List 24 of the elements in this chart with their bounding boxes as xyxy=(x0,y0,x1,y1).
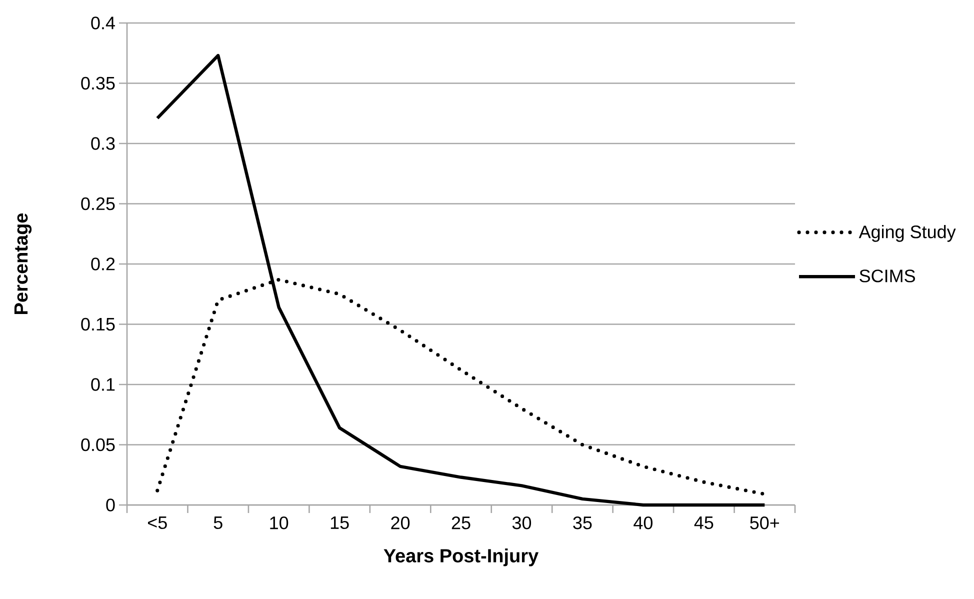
legend-label: Aging Study xyxy=(858,225,956,242)
y-tick-label: 0.3 xyxy=(91,137,115,150)
y-tick-label: 0.35 xyxy=(81,76,115,90)
x-tick-label: 10 xyxy=(270,516,288,530)
x-axis-title: Years Post-Injury xyxy=(384,548,539,566)
legend-label: SCIMS xyxy=(860,270,915,282)
x-tick-label: 15 xyxy=(330,516,349,530)
y-tick-label: 0.25 xyxy=(81,197,115,210)
y-tick-label: 0.15 xyxy=(81,318,115,331)
x-tick-label: 50+ xyxy=(750,516,780,530)
y-tick-label: 0.4 xyxy=(91,16,115,30)
y-tick-label: 0.05 xyxy=(81,438,115,452)
y-tick-label: 0.2 xyxy=(91,258,115,270)
y-axis-title: Percentage xyxy=(14,213,32,314)
x-tick-label: <5 xyxy=(148,516,167,530)
x-tick-label: 35 xyxy=(573,516,592,530)
x-tick-label: 40 xyxy=(634,516,652,530)
y-tick-label: 0 xyxy=(106,498,115,512)
x-tick-label: 5 xyxy=(214,516,222,530)
y-tick-label: 0.1 xyxy=(91,378,115,391)
x-tick-label: 25 xyxy=(452,516,470,530)
x-tick-label: 20 xyxy=(391,516,410,530)
x-tick-label: 30 xyxy=(512,516,532,530)
x-tick-label: 45 xyxy=(694,516,714,530)
